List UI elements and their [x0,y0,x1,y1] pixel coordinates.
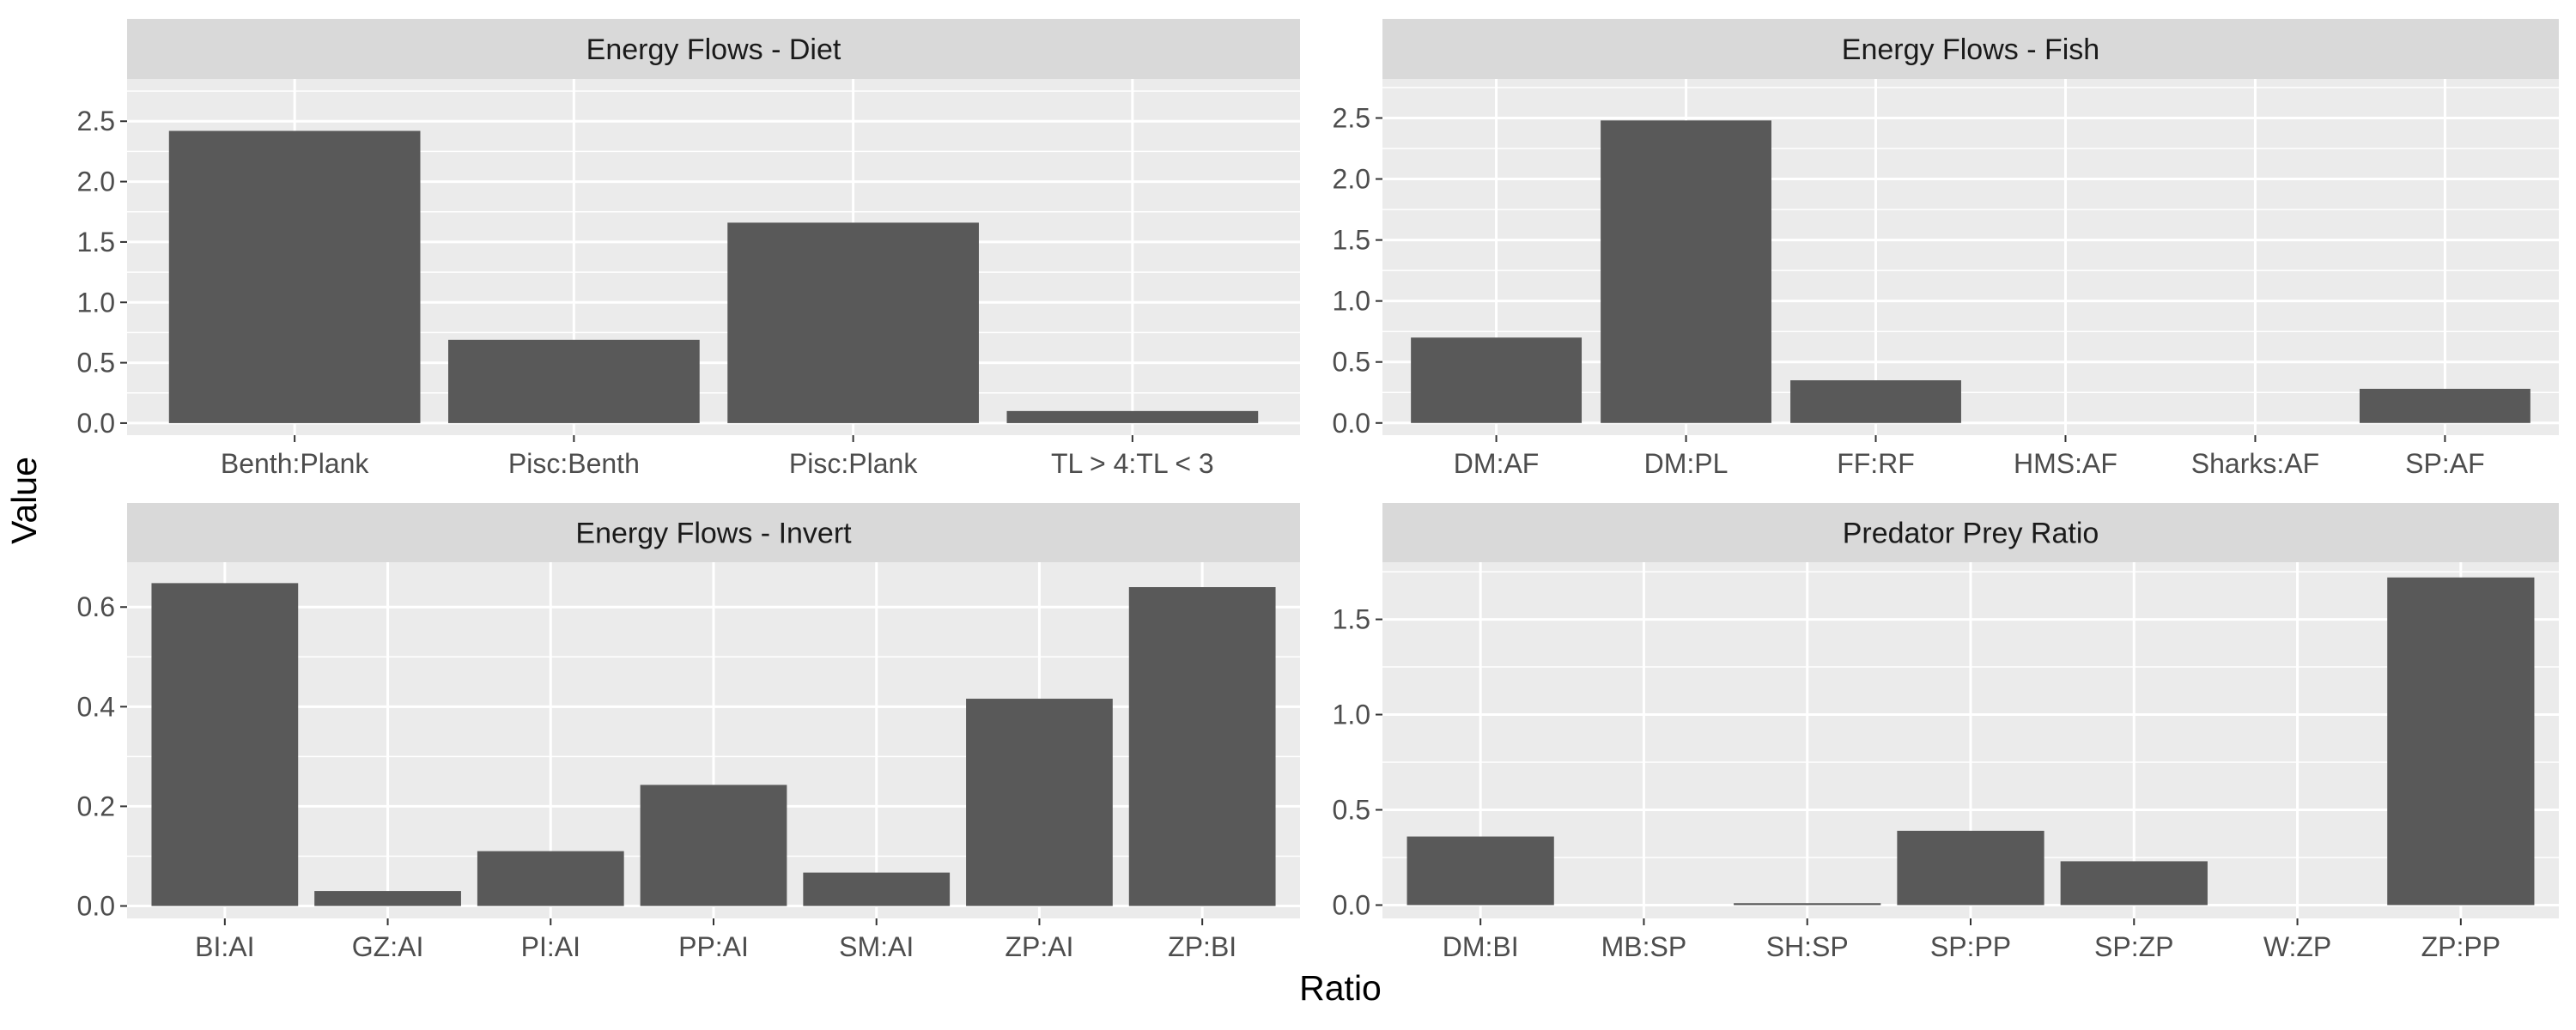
x-tick-label: SH:SP [1766,931,1849,962]
y-tick-label: 2.0 [77,167,115,197]
bar [448,339,700,423]
y-tick-label: 0.5 [77,348,115,379]
facet-strip [1382,503,2559,562]
bar [2359,388,2530,423]
x-tick-label: FF:RF [1837,448,1915,479]
bar [966,699,1113,906]
y-tick-label: 1.0 [1333,700,1370,730]
bar [1601,120,1771,423]
x-tick-label: TL > 4:TL < 3 [1051,448,1214,479]
bar [1897,830,2044,906]
bar [1734,903,1881,906]
facet-strip [127,503,1300,562]
x-tick-label: BI:AI [195,931,254,962]
x-tick-label: SP:AF [2405,448,2484,479]
x-tick-label: ZP:BI [1168,931,1236,962]
x-tick-label: Benth:Plank [221,448,370,479]
x-tick-label: W:ZP [2263,931,2331,962]
y-tick-label: 1.0 [1333,286,1370,317]
y-tick-label: 0.0 [77,890,115,921]
bar [314,891,461,906]
facet-title: Predator Prey Ratio [1843,518,2099,550]
bar [151,583,299,906]
y-tick-label: 0.6 [77,591,115,622]
y-tick-label: 1.5 [1333,225,1370,256]
bar [2060,861,2208,906]
x-tick-label: HMS:AF [2014,448,2117,479]
y-tick-label: 2.5 [77,106,115,136]
y-tick-label: 0.4 [77,691,115,722]
facet-panels: Energy Flows - Diet 0.0 0.5 1.0 1.5 2.0 2.5 Ben… [77,19,2559,962]
y-tick-label: 2.0 [1333,164,1370,195]
x-tick-label: SP:PP [1930,931,2011,962]
bar [1128,587,1276,906]
x-tick-label: DM:AF [1454,448,1540,479]
x-tick-label: ZP:AI [1005,931,1073,962]
y-tick-label: 0.0 [77,408,115,439]
facet-title: Energy Flows - Diet [586,33,841,66]
x-tick-label: PP:AI [678,931,749,962]
bar [803,872,951,906]
facet-panel: Energy Flows - Diet 0.0 0.5 1.0 1.5 2.0 2.5 Ben… [77,19,1300,479]
x-tick-label: GZ:AI [352,931,424,962]
y-axis-title: Value [4,457,44,544]
y-tick-label: 1.5 [77,227,115,258]
bar [727,222,979,423]
facet-panel: Energy Flows - Fish 0.0 0.5 1.0 1.5 2.0 2.5 DM:… [1333,19,2559,479]
y-tick-label: 2.5 [1333,102,1370,133]
x-tick-label: Sharks:AF [2191,448,2319,479]
bar [2387,577,2535,906]
bar [1406,836,1554,906]
y-tick-label: 0.5 [1333,795,1370,826]
facet-title: Energy Flows - Fish [1842,33,2099,66]
x-tick-label: SM:AI [839,931,914,962]
y-tick-label: 0.5 [1333,347,1370,378]
bar [168,130,421,423]
x-tick-label: MB:SP [1601,931,1687,962]
x-axis-title: Ratio [1299,968,1382,1008]
y-tick-label: 0.2 [77,791,115,821]
bar [640,785,787,906]
facet-title: Energy Flows - Invert [575,518,852,550]
bar [1411,337,1583,423]
facet-strip [1382,19,2559,79]
x-tick-label: DM:PL [1644,448,1728,479]
bar [1006,410,1259,423]
facet-panel: Predator Prey Ratio 0.0 0.5 1.0 1.5 DM:BI MB:S… [1333,503,2559,962]
x-tick-label: ZP:PP [2421,931,2500,962]
y-tick-label: 1.5 [1333,604,1370,635]
x-tick-label: SP:ZP [2094,931,2173,962]
y-tick-label: 0.0 [1333,408,1370,439]
facet-strip [127,19,1300,79]
x-tick-label: DM:BI [1443,931,1519,962]
x-tick-label: Pisc:Plank [789,448,918,479]
y-tick-label: 0.0 [1333,889,1370,920]
bar [1790,380,1961,423]
bar [477,851,624,906]
facet-panel: Energy Flows - Invert 0.0 0.2 0.4 0.6 BI:AI GZ… [77,503,1300,962]
y-tick-label: 1.0 [77,287,115,318]
x-tick-label: PI:AI [521,931,580,962]
x-tick-label: Pisc:Benth [508,448,640,479]
